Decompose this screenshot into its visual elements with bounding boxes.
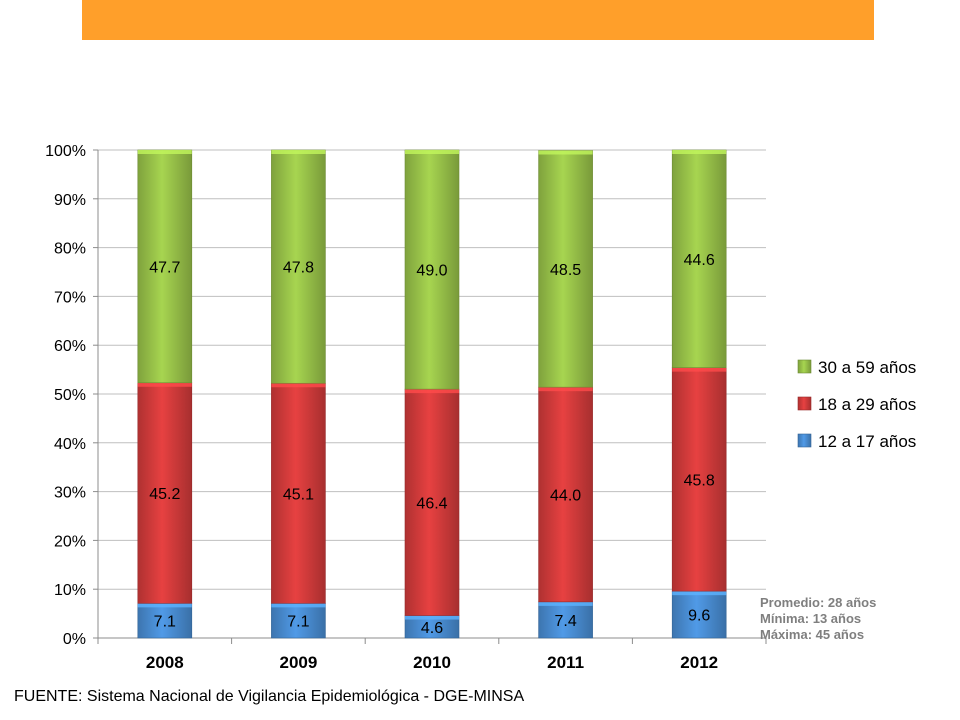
data-label: 45.2 bbox=[149, 486, 180, 503]
bar-2011-series-2 bbox=[538, 386, 593, 603]
legend-label: 12 a 17 años bbox=[818, 432, 916, 451]
bar-highlight bbox=[538, 387, 593, 392]
bar-highlight bbox=[271, 383, 326, 388]
y-tick-label: 40% bbox=[54, 436, 86, 453]
bar-2012-series-3 bbox=[671, 149, 727, 368]
data-label: 44.0 bbox=[550, 488, 581, 505]
bar-highlight bbox=[672, 367, 727, 372]
bar-2008-series-2 bbox=[137, 382, 193, 604]
bar-highlight bbox=[405, 615, 459, 620]
data-label: 7.1 bbox=[287, 614, 309, 631]
data-label: 7.4 bbox=[554, 613, 576, 630]
legend-swatch bbox=[797, 396, 812, 411]
data-label: 44.6 bbox=[684, 252, 715, 269]
x-tick-label: 2010 bbox=[413, 653, 451, 672]
bar-highlight bbox=[137, 382, 192, 387]
bar-2009-series-3 bbox=[271, 149, 326, 384]
bar-2009-series-2 bbox=[271, 382, 326, 604]
data-label: 49.0 bbox=[416, 263, 447, 280]
bar-2011-series-1 bbox=[538, 601, 593, 639]
bar-highlight bbox=[672, 591, 727, 596]
data-label: 47.7 bbox=[149, 259, 180, 276]
y-tick-label: 20% bbox=[54, 533, 86, 550]
stat-minima: Mínima: 13 años bbox=[760, 611, 862, 626]
y-tick-label: 0% bbox=[63, 631, 86, 648]
legend: 30 a 59 años 18 a 29 años 12 a 17 años bbox=[797, 358, 916, 451]
y-tick-label: 80% bbox=[54, 241, 86, 258]
bars bbox=[137, 149, 727, 639]
data-label: 4.6 bbox=[421, 620, 443, 637]
legend-label: 18 a 29 años bbox=[818, 395, 916, 414]
y-tick-label: 90% bbox=[54, 192, 86, 209]
y-tick-label: 60% bbox=[54, 338, 86, 355]
bar-2011-series-3 bbox=[538, 150, 593, 388]
bar-highlight bbox=[538, 150, 593, 155]
data-label: 45.1 bbox=[283, 486, 314, 503]
y-tick-label: 50% bbox=[54, 387, 86, 404]
bar-highlight bbox=[672, 150, 727, 154]
bar-2009-series-1 bbox=[271, 603, 326, 639]
bar-highlight bbox=[137, 603, 192, 608]
y-tick-label: 30% bbox=[54, 485, 86, 502]
bar-2010-series-3 bbox=[404, 149, 460, 390]
y-tick-label: 100% bbox=[45, 143, 86, 160]
bar-highlight bbox=[405, 389, 459, 394]
data-label: 7.1 bbox=[154, 614, 176, 631]
stat-maxima: Máxima: 45 años bbox=[760, 627, 865, 642]
age-stats: Promedio: 28 años Mínima: 13 años Máxima… bbox=[760, 595, 876, 643]
data-label: 9.6 bbox=[688, 608, 710, 625]
data-label: 47.8 bbox=[283, 260, 314, 277]
data-labels: 7.1 45.2 47.7 7.1 45.1 47.8 4.6 46.4 49.0 7.4 44.0… bbox=[149, 252, 715, 637]
bar-highlight bbox=[405, 150, 459, 154]
bar-2008-series-3 bbox=[137, 149, 193, 384]
legend-swatch bbox=[797, 359, 812, 374]
x-tick-label: 2011 bbox=[547, 653, 584, 672]
y-tick-label: 10% bbox=[54, 582, 86, 599]
legend-swatch bbox=[797, 433, 812, 448]
bar-highlight bbox=[538, 601, 593, 606]
bar-highlight bbox=[271, 603, 326, 608]
bar-2008-series-1 bbox=[137, 603, 193, 639]
source-note: FUENTE: Sistema Nacional de Vigilancia E… bbox=[14, 688, 525, 705]
y-tick-label: 70% bbox=[54, 289, 86, 306]
data-label: 45.8 bbox=[684, 472, 715, 489]
data-label: 48.5 bbox=[550, 262, 581, 279]
data-label: 46.4 bbox=[416, 495, 447, 512]
bar-2012-series-2 bbox=[671, 367, 727, 592]
bar-highlight bbox=[137, 150, 192, 154]
bar-highlight bbox=[271, 150, 326, 154]
stat-promedio: Promedio: 28 años bbox=[760, 595, 877, 610]
x-tick-label: 2009 bbox=[279, 653, 317, 672]
bar-2012-series-1 bbox=[671, 590, 727, 639]
x-tick-label: 2012 bbox=[680, 653, 718, 672]
legend-label: 30 a 59 años bbox=[818, 358, 916, 377]
x-tick-label: 2008 bbox=[146, 653, 184, 672]
header-banner bbox=[82, 0, 874, 40]
